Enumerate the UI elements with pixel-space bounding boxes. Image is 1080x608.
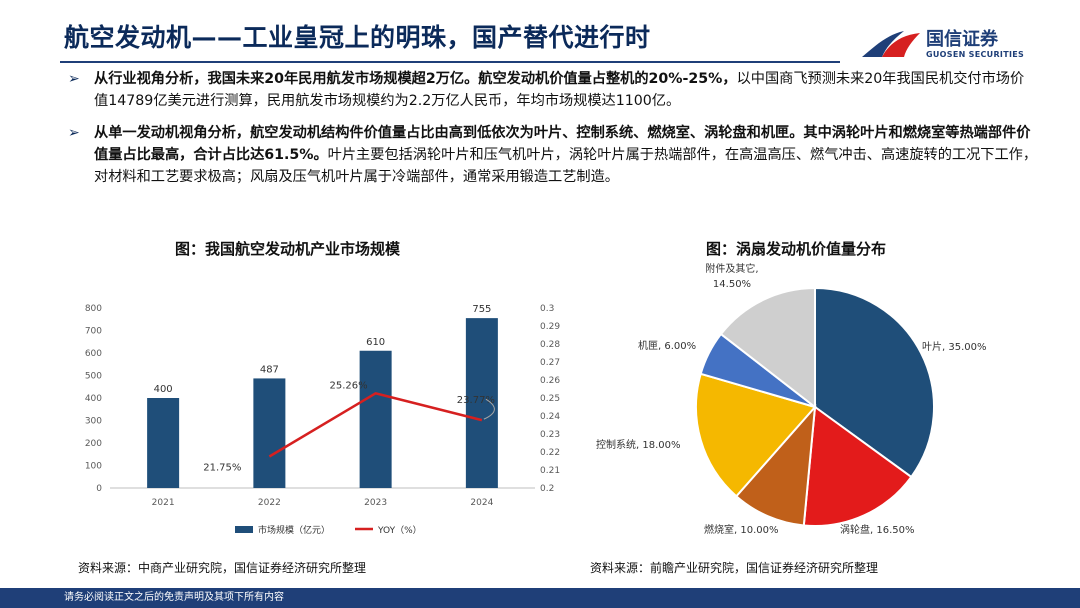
y-right-tick-label: 0.22 — [540, 448, 560, 458]
y-left-tick-label: 600 — [85, 349, 102, 359]
x-tick-label: 2021 — [152, 498, 175, 508]
bullet-bold-text: 从单一发动机视角分析，航空发动机结构件价值量占比由高到低依次为叶片、控制系统、燃… — [94, 125, 1031, 163]
y-right-tick-label: 0.26 — [540, 376, 560, 386]
page-title: 航空发动机——工业皇冠上的明珠，国产替代进行时 — [64, 23, 651, 52]
pie-slice-label: 机匣, 6.00% — [638, 339, 696, 352]
logo-subtext: GUOSEN SECURITIES — [926, 50, 1025, 59]
y-left-tick-label: 200 — [85, 439, 102, 449]
bar-value-label: 487 — [260, 364, 279, 375]
bar — [359, 350, 392, 488]
pie-slice-label: 控制系统, 18.00% — [596, 438, 681, 451]
bar — [147, 398, 180, 488]
y-left-tick-label: 800 — [85, 304, 102, 314]
y-left-tick-label: 700 — [85, 327, 102, 337]
bullet-text: 叶片主要包括涡轮叶片和压气机叶片，涡轮叶片属于热端部件，在高温高压、燃气冲击、高… — [94, 147, 1038, 185]
bullet-bold-text: 从行业视角分析，我国未来20年民用航发市场规模超2万亿。航空发动机价值量占整机的… — [94, 71, 737, 87]
bar-value-label: 610 — [366, 337, 385, 348]
bar-value-label: 400 — [154, 384, 173, 395]
y-right-tick-label: 0.29 — [540, 322, 560, 332]
pie-slice — [734, 404, 817, 527]
legend-swatch-bar — [235, 526, 253, 533]
y-left-tick-label: 0 — [96, 484, 102, 494]
yoy-data-label: 23.77% — [457, 395, 495, 406]
pie-chart: 叶片, 35.00% 涡轮盘, 16.50% 燃烧室, 10.00% 控制系统, 18… — [596, 262, 987, 536]
arrow-bullet-icon: ➢ — [68, 71, 80, 87]
pie-slice-label: 涡轮盘, 16.50% — [840, 523, 915, 536]
bullet-text: 以中国商飞预测未来20年我国民机交付市场价值14789亿美元进行测算，民用航发市… — [94, 71, 1025, 109]
legend-label-bar: 市场规模（亿元） — [258, 524, 330, 536]
logo-text: 国信证券 — [926, 29, 998, 50]
pie-slice-label: 14.50% — [713, 279, 751, 290]
disclaimer-text: 请务必阅读正文之后的免责声明及其项下所有内容 — [64, 592, 284, 603]
pie-slice — [695, 372, 817, 498]
title-underline — [60, 61, 840, 63]
pie-slice-label: 附件及其它, — [705, 262, 758, 275]
brand-logo: 国信证券 GUOSEN SECURITIES — [860, 25, 1060, 65]
bullet-list: ➢ 从行业视角分析，我国未来20年民用航发市场规模超2万亿。航空发动机价值量占整… — [68, 68, 1038, 198]
y-right-tick-label: 0.25 — [540, 394, 560, 404]
legend-label-line: YOY（%） — [377, 525, 422, 536]
label-leader-line — [483, 398, 495, 420]
y-left-tick-label: 300 — [85, 417, 102, 427]
footer-bar: 请务必阅读正文之后的免责声明及其项下所有内容 — [0, 588, 1080, 608]
bar — [253, 378, 286, 488]
x-tick-label: 2023 — [364, 498, 387, 508]
y-right-tick-label: 0.3 — [540, 304, 554, 314]
yoy-line — [268, 391, 483, 458]
pie-slice-label: 叶片, 35.00% — [922, 340, 987, 353]
bullet-item: ➢ 从行业视角分析，我国未来20年民用航发市场规模超2万亿。航空发动机价值量占整… — [68, 68, 1038, 112]
pie-slice — [814, 286, 935, 479]
x-tick-label: 2024 — [470, 498, 493, 508]
logo-icon — [862, 31, 920, 57]
y-right-tick-label: 0.24 — [540, 412, 560, 422]
y-left-tick-label: 400 — [85, 394, 102, 404]
y-right-tick-label: 0.28 — [540, 340, 560, 350]
x-tick-label: 2022 — [258, 498, 281, 508]
pie-slice — [802, 405, 913, 527]
y-left-tick-label: 100 — [85, 462, 102, 472]
y-right-tick-label: 0.23 — [540, 430, 560, 440]
pie-slice — [719, 286, 816, 410]
y-left-tick-label: 500 — [85, 372, 102, 382]
bar — [465, 318, 498, 488]
pie-chart-title: 图：涡扇发动机价值量分布 — [706, 240, 887, 258]
y-right-tick-label: 0.27 — [540, 358, 560, 368]
arrow-bullet-icon: ➢ — [68, 125, 80, 141]
yoy-data-label: 21.75% — [203, 463, 241, 474]
bar-line-chart: 0 100 200 300 400 500 600 700 800 0.2 0.21 0.22 0.23… — [85, 304, 560, 536]
y-right-tick-label: 0.2 — [540, 484, 554, 494]
y-right-tick-label: 0.21 — [540, 466, 560, 476]
pie-chart-source: 资料来源：前瞻产业研究院，国信证券经济研究所整理 — [590, 561, 879, 575]
pie-slice-label: 燃烧室, 10.00% — [704, 523, 779, 536]
bullet-item: ➢ 从单一发动机视角分析，航空发动机结构件价值量占比由高到低依次为叶片、控制系统… — [68, 122, 1038, 188]
yoy-data-label: 25.26% — [329, 380, 367, 391]
bar-chart-title: 图：我国航空发动机产业市场规模 — [175, 240, 401, 258]
bar-chart-source: 资料来源：中商产业研究院，国信证券经济研究所整理 — [78, 561, 367, 575]
bar-value-label: 755 — [472, 304, 491, 315]
